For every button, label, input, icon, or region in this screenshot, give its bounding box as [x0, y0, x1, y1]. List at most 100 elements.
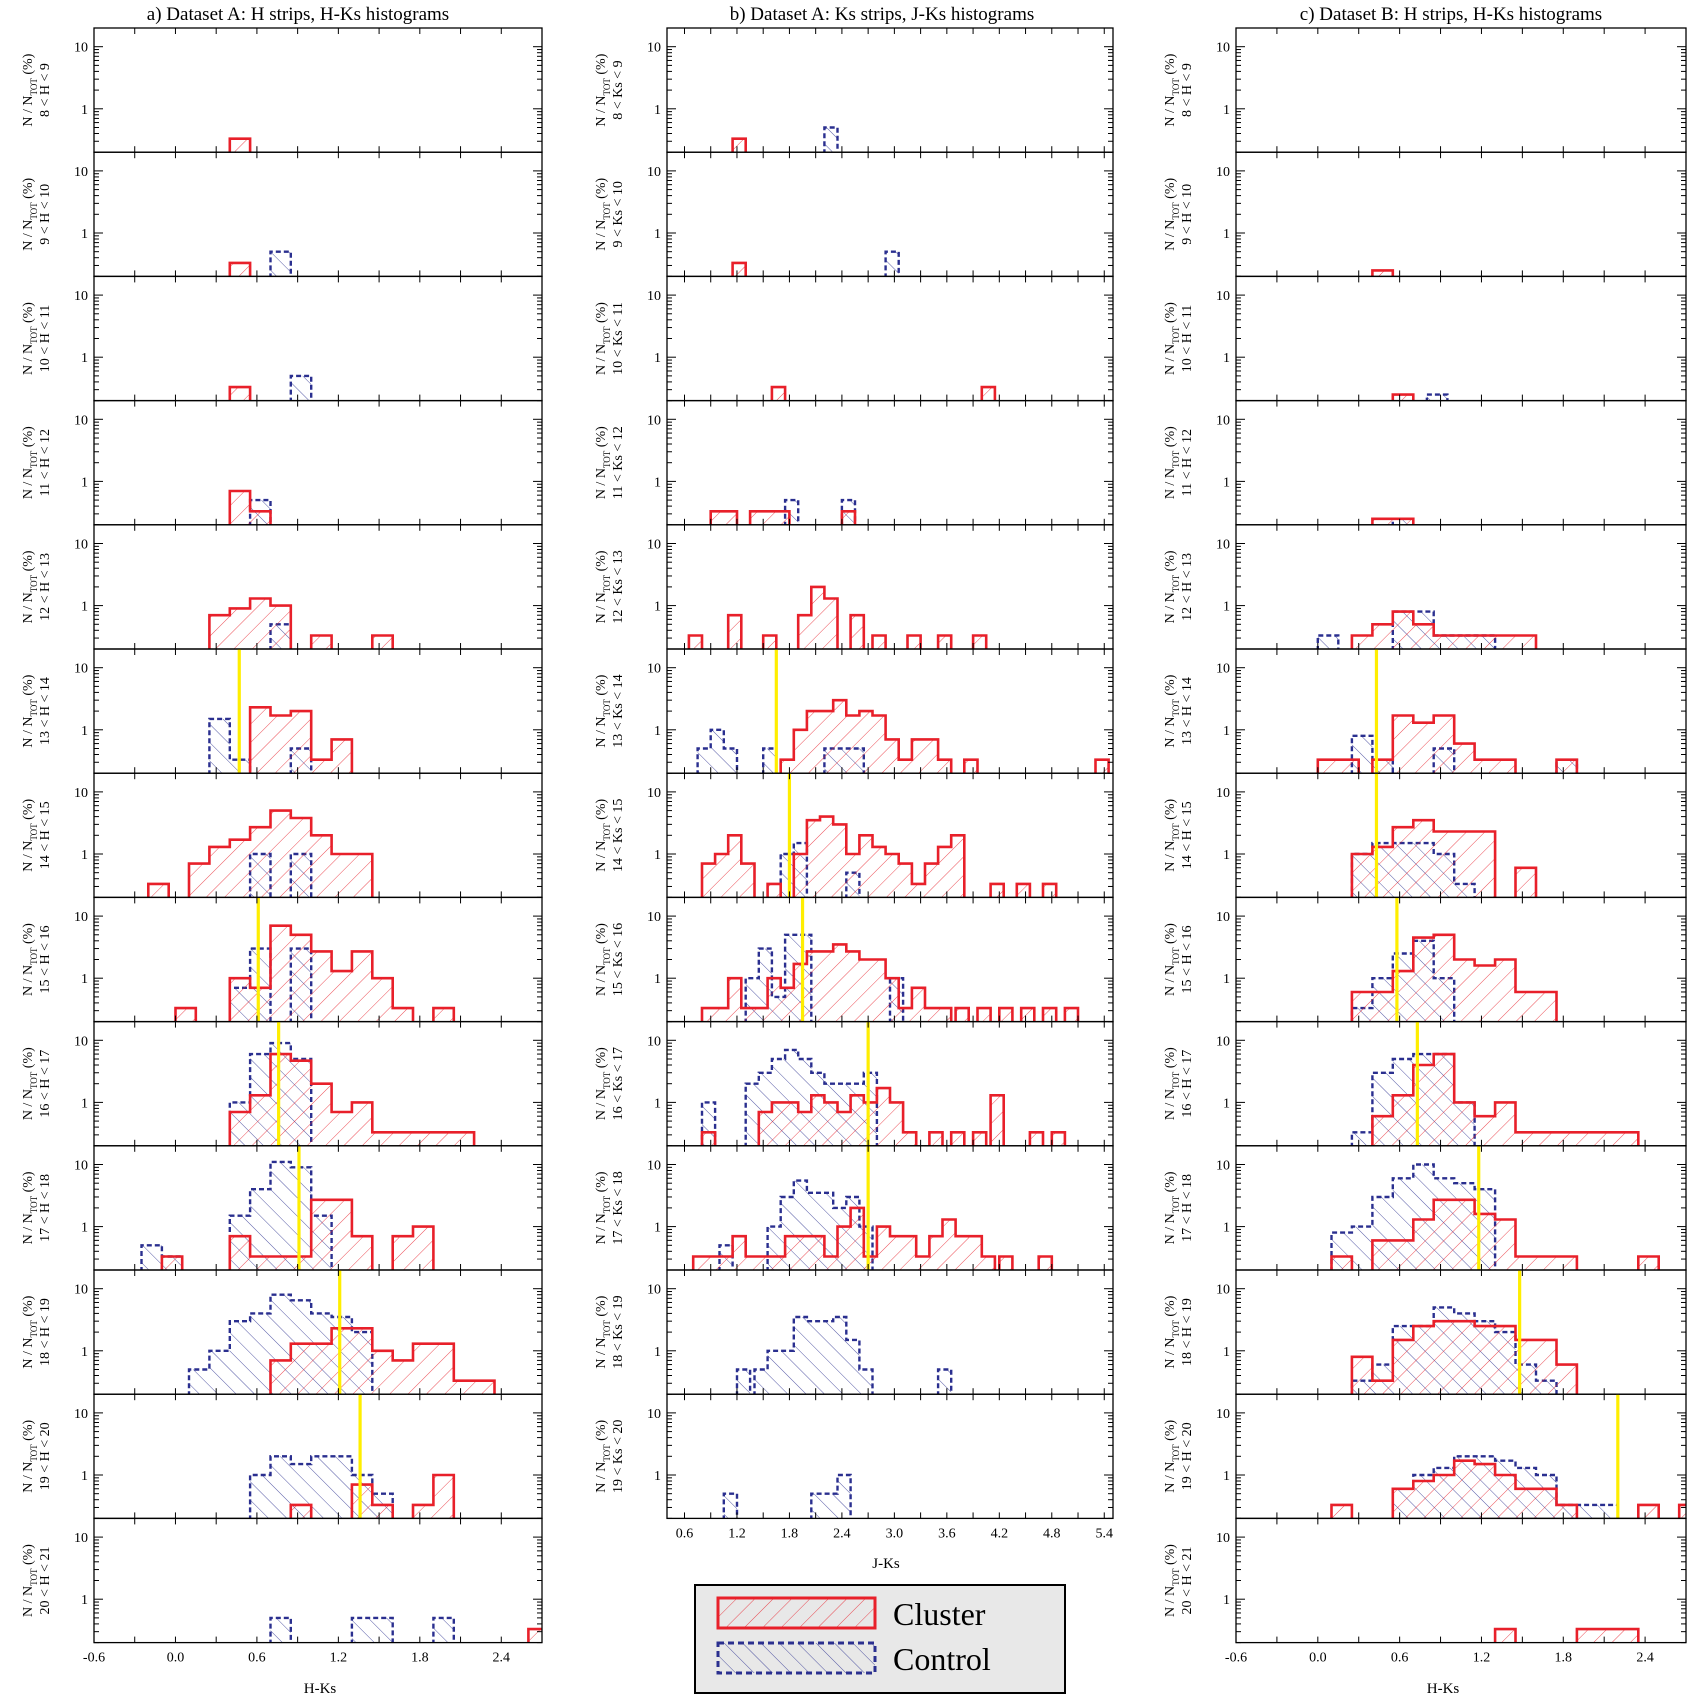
- cluster-histogram-fill: [1372, 1054, 1639, 1146]
- panel-plot-area: [1350, 897, 1558, 1022]
- y-tick-label: 1: [1223, 600, 1230, 615]
- y-axis-quantity: N / NTOT (%): [21, 674, 39, 747]
- panel-y-label: N / NTOT (%) 13 < H < 14: [21, 674, 53, 747]
- panel-magnitude-range: 9 < H < 10: [38, 184, 53, 245]
- y-tick-label: 10: [1216, 1407, 1230, 1422]
- panel-y-label: N / NTOT (%) 17 < Ks < 18: [594, 1171, 626, 1244]
- y-tick-label: 1: [1223, 1096, 1230, 1111]
- cluster-histogram: [1330, 1198, 1660, 1271]
- y-axis-quantity: N / NTOT (%): [594, 1295, 612, 1368]
- chart-title-a: a) Dataset A: H strips, H-Ks histograms: [147, 4, 449, 25]
- panel-y-label: N / NTOT (%) 11 < Ks < 12: [594, 426, 626, 499]
- y-tick-label: 10: [647, 289, 661, 304]
- y-axis-quantity: N / NTOT (%): [1163, 550, 1181, 623]
- panel-magnitude-range: 13 < H < 14: [38, 677, 53, 745]
- panel-y-label: N / NTOT (%) 9 < Ks < 10: [594, 177, 626, 250]
- cluster-histogram: [228, 385, 252, 401]
- panel-plot-area: [709, 498, 857, 525]
- panel-plot-area: [208, 649, 354, 774]
- panel-y-label: N / NTOT (%) 18 < H < 19: [21, 1295, 53, 1368]
- y-tick-label: 1: [81, 972, 88, 987]
- cluster-histogram-fill: [229, 387, 251, 401]
- y-axis-quantity: N / NTOT (%): [1163, 923, 1181, 996]
- panel-plot-area: [1493, 1627, 1640, 1643]
- cluster-histogram: [228, 261, 252, 277]
- panel-1-2: 1 10 N / NTOT (%) 10 < Ks < 11: [594, 275, 1114, 402]
- panel-0-12: 1 10 N / NTOT (%) 20 < H < 21: [21, 1517, 543, 1644]
- panel-magnitude-range: 9 < H < 10: [1180, 184, 1195, 245]
- y-axis-quantity: N / NTOT (%): [594, 923, 612, 996]
- y-tick-label: 10: [74, 1034, 88, 1049]
- y-tick-label: 1: [81, 724, 88, 739]
- x-tick-label: 0.6: [248, 1651, 266, 1666]
- y-axis-quantity: N / NTOT (%): [594, 1047, 612, 1120]
- y-tick-label: 1: [1223, 724, 1230, 739]
- cluster-histogram: [731, 137, 747, 153]
- control-histogram: [884, 250, 900, 277]
- panel-plot-area: [696, 649, 1110, 774]
- control-histogram: [783, 498, 857, 525]
- x-axis-label-a: H-Ks: [304, 1681, 337, 1697]
- control-histogram-fill: [1426, 394, 1448, 401]
- panel-1-8: 1 10 N / NTOT (%) 16 < Ks < 17: [594, 1020, 1114, 1147]
- legend-control-label: Control: [893, 1641, 991, 1677]
- control-histogram-fill: [141, 1161, 332, 1271]
- panel-0-6: 1 10 N / NTOT (%) 14 < H < 15: [21, 772, 543, 899]
- cluster-histogram: [700, 943, 1080, 1022]
- panel-frame: [1235, 524, 1687, 650]
- panel-y-label: N / NTOT (%) 9 < H < 10: [1163, 177, 1195, 250]
- y-tick-label: 1: [1223, 1345, 1230, 1360]
- x-tick-label: 4.2: [991, 1526, 1009, 1541]
- cluster-histogram-fill: [1331, 1199, 1659, 1271]
- panel-magnitude-range: 19 < Ks < 20: [611, 1420, 626, 1493]
- panel-plot-area: [1350, 1021, 1640, 1146]
- panel-frame: [93, 399, 543, 526]
- cluster-histogram-fill: [528, 1629, 542, 1643]
- panel-0-4: 1 10 N / NTOT (%) 12 < H < 13: [21, 524, 543, 650]
- y-axis-quantity: N / NTOT (%): [594, 674, 612, 747]
- panel-y-label: N / NTOT (%) 19 < Ks < 20: [594, 1419, 626, 1492]
- cluster-histogram: [1391, 393, 1415, 401]
- y-tick-label: 10: [74, 1407, 88, 1422]
- x-tick-label: 1.2: [1473, 1651, 1491, 1666]
- panel-plot-area: [700, 1021, 1067, 1146]
- y-tick-label: 1: [654, 1345, 661, 1360]
- panel-magnitude-range: 15 < H < 16: [38, 926, 53, 994]
- x-tick-label: 1.2: [330, 1651, 348, 1666]
- panel-y-label: N / NTOT (%) 17 < H < 18: [1163, 1171, 1195, 1244]
- y-axis-quantity: N / NTOT (%): [1163, 53, 1181, 126]
- y-tick-label: 10: [1216, 165, 1230, 180]
- panel-magnitude-range: 18 < H < 19: [38, 1298, 53, 1366]
- cluster-histogram-fill: [1351, 820, 1536, 898]
- cluster-histogram: [1493, 1627, 1640, 1643]
- panel-plot-area: [1350, 1270, 1579, 1395]
- panel-0-0: 1 10 N / NTOT (%) 8 < H < 9: [21, 27, 543, 153]
- x-tick-label: 0.0: [1309, 1651, 1327, 1666]
- control-histogram: [187, 1293, 374, 1395]
- panel-plot-area: [228, 374, 313, 401]
- panel-y-label: N / NTOT (%) 16 < H < 17: [21, 1047, 53, 1120]
- panel-0-10: 1 10 N / NTOT (%) 18 < H < 19: [21, 1269, 543, 1395]
- panel-magnitude-range: 11 < H < 12: [38, 429, 53, 496]
- y-tick-label: 10: [1216, 786, 1230, 801]
- panel-2-5: 1 10 N / NTOT (%) 13 < H < 14: [1163, 648, 1687, 774]
- y-axis-quantity: N / NTOT (%): [21, 1171, 39, 1244]
- x-tick-label: 2.4: [1636, 1651, 1654, 1666]
- panel-magnitude-range: 16 < Ks < 17: [611, 1047, 626, 1120]
- cluster-histogram-fill: [702, 816, 1057, 898]
- y-tick-label: 1: [81, 1593, 88, 1608]
- panel-2-10: 1 10 N / NTOT (%) 18 < H < 19: [1163, 1269, 1687, 1395]
- y-tick-label: 1: [654, 600, 661, 615]
- y-tick-label: 1: [81, 227, 88, 242]
- panel-2-7: 1 10 N / NTOT (%) 15 < H < 16: [1163, 896, 1687, 1023]
- x-tick-label: 2.4: [833, 1526, 851, 1541]
- panel-frame: [93, 275, 543, 402]
- panel-magnitude-range: 13 < H < 14: [1180, 677, 1195, 745]
- y-tick-label: 1: [81, 351, 88, 366]
- panel-plot-area: [208, 597, 394, 649]
- y-tick-label: 1: [654, 1096, 661, 1111]
- x-tick-label: 3.6: [938, 1526, 956, 1541]
- panel-magnitude-range: 13 < Ks < 14: [611, 674, 626, 747]
